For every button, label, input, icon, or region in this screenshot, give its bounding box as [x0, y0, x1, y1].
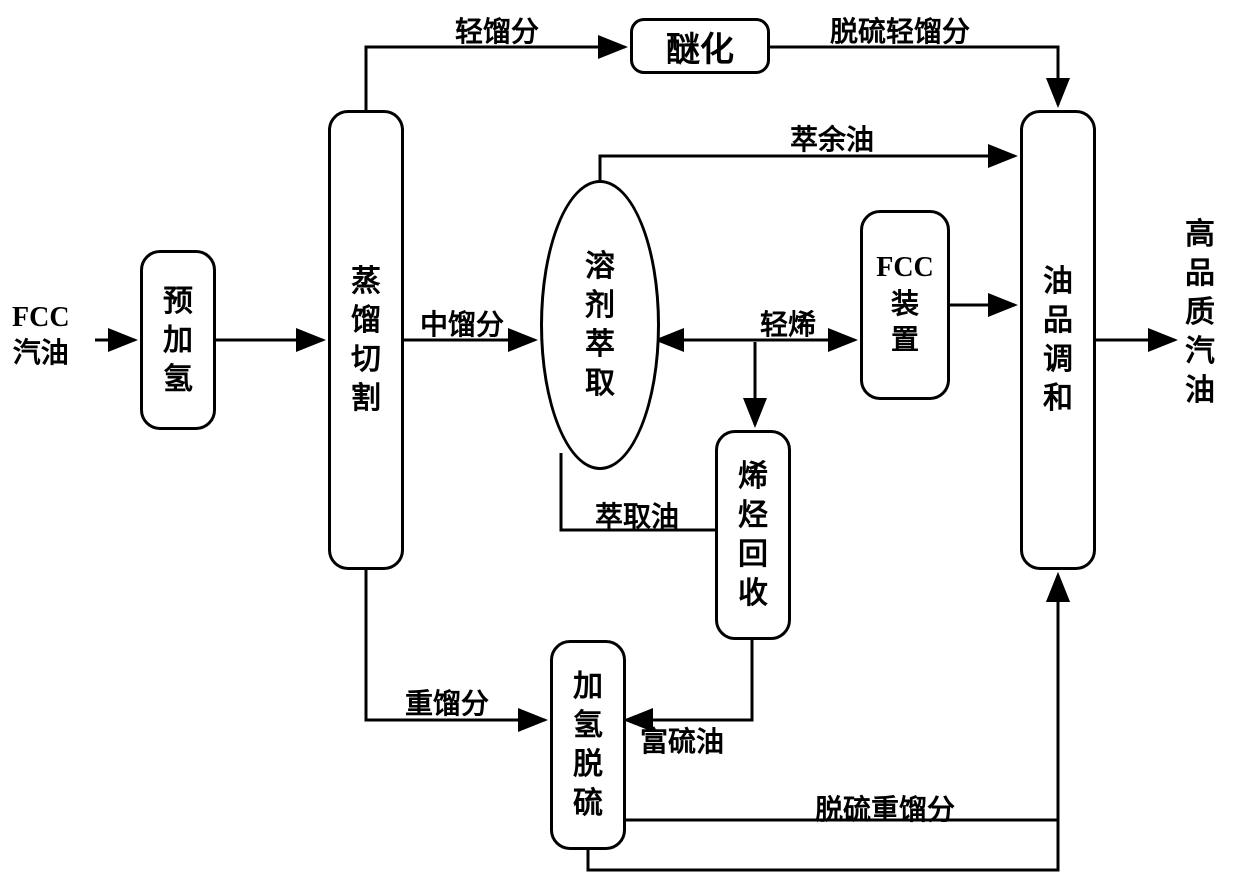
- deSLight-label: 脱硫轻馏分: [830, 10, 970, 50]
- deSHeavy-label: 脱硫重馏分: [815, 788, 955, 828]
- light-label: 轻馏分: [455, 10, 539, 50]
- hydroDS-node: 加氢脱硫: [550, 640, 626, 850]
- olefin-label: 烯烃回收: [738, 457, 768, 613]
- raffinate-label: 萃余油: [790, 118, 874, 158]
- lightOlefin-label: 轻烯: [760, 303, 816, 343]
- heavy-label: 重馏分: [405, 682, 489, 722]
- richSulfur-label: 富硫油: [640, 720, 724, 760]
- solvent-label: 溶剂萃取: [585, 247, 615, 403]
- input-label: FCC汽油: [12, 300, 70, 373]
- middle-label: 中馏分: [420, 303, 504, 343]
- blend-node: 油品调和: [1020, 110, 1096, 570]
- solvent-node: 溶剂萃取: [540, 180, 660, 470]
- etherify-node: 醚化: [630, 18, 770, 74]
- hydroDS-label: 加氢脱硫: [573, 667, 603, 823]
- flowchart-diagram: 预加氢 蒸馏切割 醚化 溶剂萃取 FCC装置 油品调和 烯烃回收 加氢脱硫 FC…: [0, 0, 1240, 886]
- prehydro-node: 预加氢: [140, 250, 216, 430]
- prehydro-label: 预加氢: [163, 282, 193, 399]
- output-label: 高品质汽油: [1185, 215, 1215, 410]
- fcc-node: FCC装置: [860, 210, 950, 400]
- distill-label: 蒸馏切割: [351, 262, 381, 418]
- distill-node: 蒸馏切割: [328, 110, 404, 570]
- extractOil-label: 萃取油: [595, 495, 679, 535]
- fcc-label: FCC装置: [876, 250, 934, 359]
- blend-label: 油品调和: [1043, 262, 1073, 418]
- etherify-label: 醚化: [666, 22, 734, 71]
- olefin-node: 烯烃回收: [715, 430, 791, 640]
